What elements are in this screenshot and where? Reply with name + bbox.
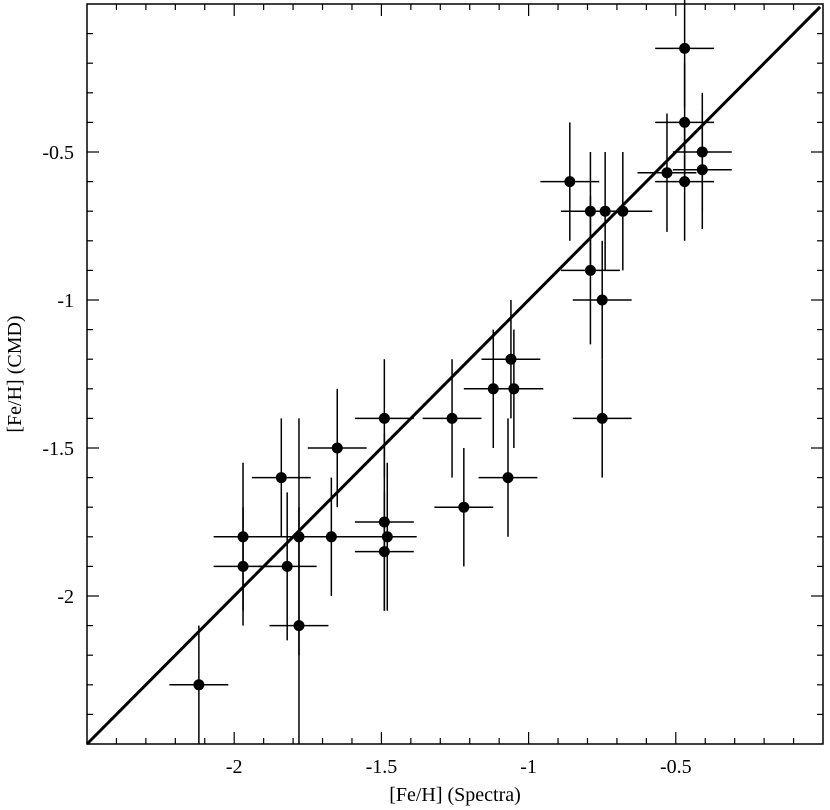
reference-line xyxy=(85,5,822,746)
x-tick-label: -1 xyxy=(520,756,537,778)
data-point xyxy=(458,501,470,513)
data-point xyxy=(281,560,293,572)
data-point xyxy=(679,42,691,54)
data-point xyxy=(325,531,337,543)
data-point xyxy=(381,531,393,543)
data-point xyxy=(378,516,390,528)
data-point xyxy=(584,205,596,217)
x-tick-label: -1.5 xyxy=(366,756,398,778)
x-tick-label: -0.5 xyxy=(660,756,692,778)
y-axis-title: [Fe/H] (CMD) xyxy=(4,315,26,432)
data-point xyxy=(378,546,390,558)
axis-ticks xyxy=(87,4,823,744)
data-point xyxy=(584,264,596,276)
data-point xyxy=(508,383,520,395)
data-point xyxy=(293,531,305,543)
data-point xyxy=(596,412,608,424)
data-point xyxy=(275,472,287,484)
data-point xyxy=(679,116,691,128)
x-tick-label: -2 xyxy=(226,756,243,778)
data-point xyxy=(661,167,673,179)
data-point xyxy=(446,412,458,424)
data-point xyxy=(502,472,514,484)
data-point xyxy=(293,620,305,632)
data-point xyxy=(564,176,576,188)
data-point xyxy=(193,679,205,691)
data-point xyxy=(378,412,390,424)
tick-labels: -2 -1.5 -1 -0.5 -2 -1.5 -1 -0.5 xyxy=(42,142,691,778)
data-points xyxy=(193,42,708,691)
data-point xyxy=(487,383,499,395)
data-point xyxy=(617,205,629,217)
y-tick-label: -0.5 xyxy=(42,142,74,164)
data-point xyxy=(505,353,517,365)
data-point xyxy=(679,176,691,188)
data-point xyxy=(599,205,611,217)
plot-frame xyxy=(86,3,824,745)
data-point xyxy=(237,531,249,543)
reference-line-group xyxy=(85,5,822,746)
x-axis-title: [Fe/H] (Spectra) xyxy=(389,784,521,806)
data-point xyxy=(596,294,608,306)
y-tick-label: -1.5 xyxy=(42,438,74,460)
data-point xyxy=(331,442,343,454)
data-point xyxy=(696,164,708,176)
y-tick-label: -2 xyxy=(57,586,74,608)
y-tick-label: -1 xyxy=(57,290,74,312)
data-point xyxy=(237,560,249,572)
data-point xyxy=(696,146,708,158)
error-bars xyxy=(169,0,732,744)
